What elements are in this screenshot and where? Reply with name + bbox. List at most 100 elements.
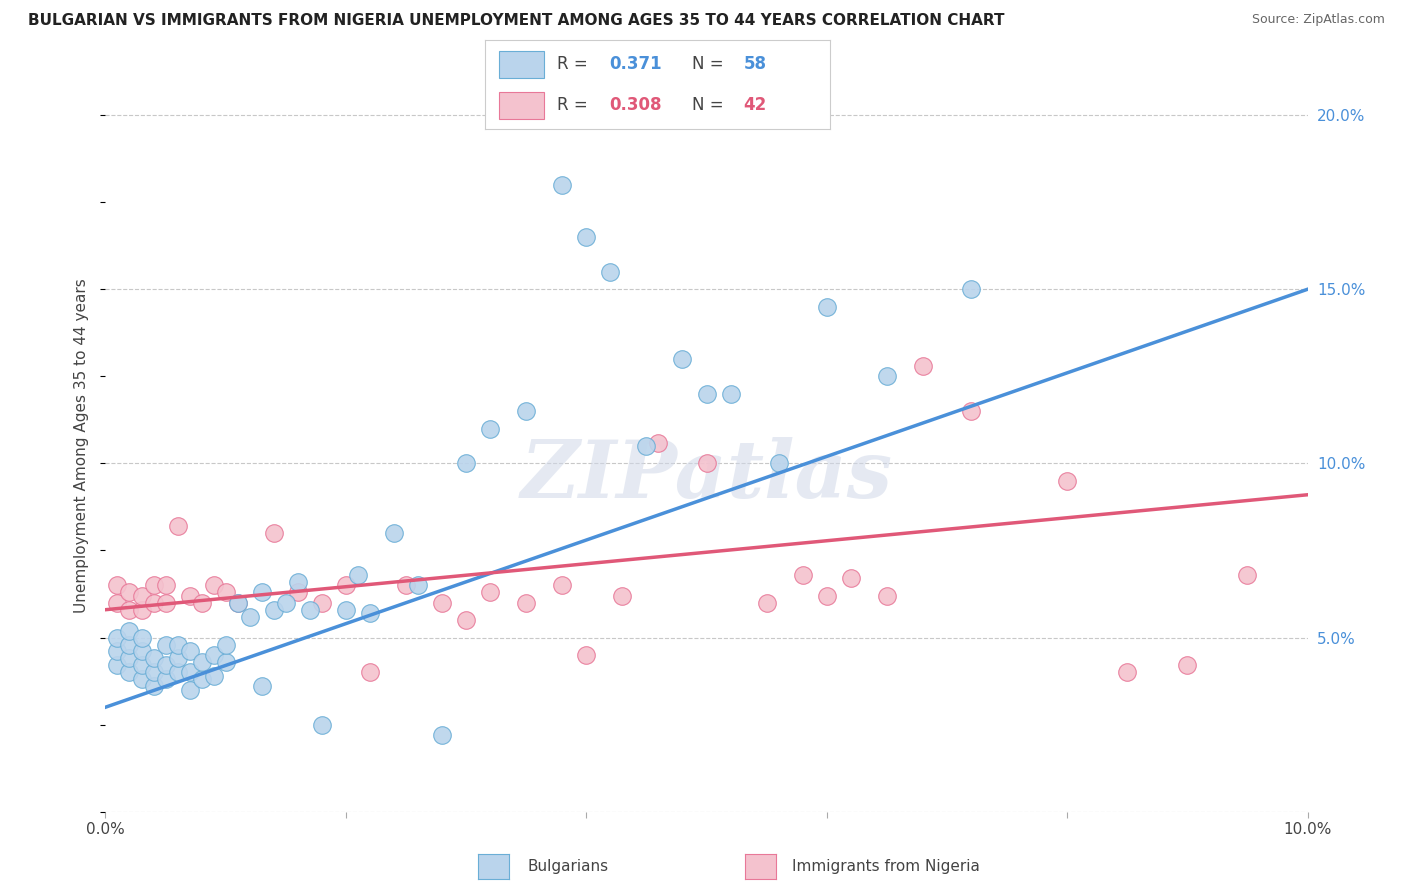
Point <box>142 578 165 592</box>
Text: Immigrants from Nigeria: Immigrants from Nigeria <box>792 859 980 873</box>
Y-axis label: Unemployment Among Ages 35 to 44 years: Unemployment Among Ages 35 to 44 years <box>75 278 90 614</box>
Point <box>190 596 212 610</box>
Point <box>118 603 141 617</box>
Point <box>250 585 273 599</box>
Point <box>250 679 273 693</box>
Point <box>454 613 477 627</box>
Point <box>575 648 598 662</box>
Point <box>107 644 129 658</box>
Point <box>155 578 177 592</box>
Point <box>311 596 333 610</box>
Point <box>239 609 262 624</box>
Point <box>118 665 141 680</box>
Point <box>792 567 814 582</box>
Text: 0.371: 0.371 <box>609 55 662 73</box>
Point <box>551 178 574 192</box>
Point <box>202 648 225 662</box>
Point <box>131 603 153 617</box>
Text: Source: ZipAtlas.com: Source: ZipAtlas.com <box>1251 13 1385 27</box>
Point <box>202 578 225 592</box>
Point <box>911 359 934 373</box>
Point <box>479 585 502 599</box>
Point <box>960 282 983 296</box>
Point <box>647 435 669 450</box>
Point <box>430 728 453 742</box>
Point <box>960 404 983 418</box>
Text: ZIPatlas: ZIPatlas <box>520 436 893 514</box>
Point <box>142 596 165 610</box>
Point <box>107 631 129 645</box>
Point <box>395 578 418 592</box>
Point <box>131 631 153 645</box>
Point <box>179 644 201 658</box>
Point <box>575 230 598 244</box>
Point <box>515 404 537 418</box>
Point <box>406 578 429 592</box>
Text: N =: N = <box>692 96 728 114</box>
Point <box>226 596 249 610</box>
Point <box>1236 567 1258 582</box>
Point <box>1116 665 1139 680</box>
Point <box>166 651 188 665</box>
Point <box>274 596 297 610</box>
Point <box>335 578 357 592</box>
Point <box>263 603 285 617</box>
Point <box>515 596 537 610</box>
Point <box>155 673 177 687</box>
Point <box>166 638 188 652</box>
Point <box>190 655 212 669</box>
Point <box>263 526 285 541</box>
Point <box>768 457 790 471</box>
Point <box>107 658 129 673</box>
Point <box>311 717 333 731</box>
Point <box>287 585 309 599</box>
Point <box>454 457 477 471</box>
Point <box>131 589 153 603</box>
Point <box>382 526 405 541</box>
Text: 58: 58 <box>744 55 766 73</box>
Point <box>335 603 357 617</box>
Point <box>755 596 778 610</box>
Point <box>155 658 177 673</box>
Point <box>1056 474 1078 488</box>
Point <box>142 679 165 693</box>
Point <box>131 644 153 658</box>
Point <box>636 439 658 453</box>
Point <box>166 519 188 533</box>
Point <box>155 596 177 610</box>
Point <box>142 651 165 665</box>
Point <box>551 578 574 592</box>
Point <box>298 603 321 617</box>
Point <box>876 369 898 384</box>
Point <box>1175 658 1198 673</box>
Point <box>671 351 693 366</box>
Point <box>287 574 309 589</box>
Bar <box>499 51 544 78</box>
Text: R =: R = <box>557 55 593 73</box>
Point <box>696 386 718 401</box>
Point <box>118 638 141 652</box>
Text: Bulgarians: Bulgarians <box>527 859 609 873</box>
Point <box>166 665 188 680</box>
Point <box>430 596 453 610</box>
Point <box>190 673 212 687</box>
Point <box>118 651 141 665</box>
Text: 42: 42 <box>744 96 766 114</box>
Point <box>479 421 502 435</box>
Point <box>359 606 381 620</box>
Point <box>839 571 862 585</box>
Point <box>359 665 381 680</box>
Point <box>214 585 236 599</box>
Point <box>214 655 236 669</box>
Point <box>118 585 141 599</box>
Point <box>131 673 153 687</box>
Point <box>347 567 370 582</box>
Text: N =: N = <box>692 55 728 73</box>
Point <box>815 589 838 603</box>
Point <box>599 265 621 279</box>
Point <box>815 300 838 314</box>
Point <box>696 457 718 471</box>
Point <box>214 638 236 652</box>
Bar <box>499 92 544 119</box>
Point <box>202 669 225 683</box>
